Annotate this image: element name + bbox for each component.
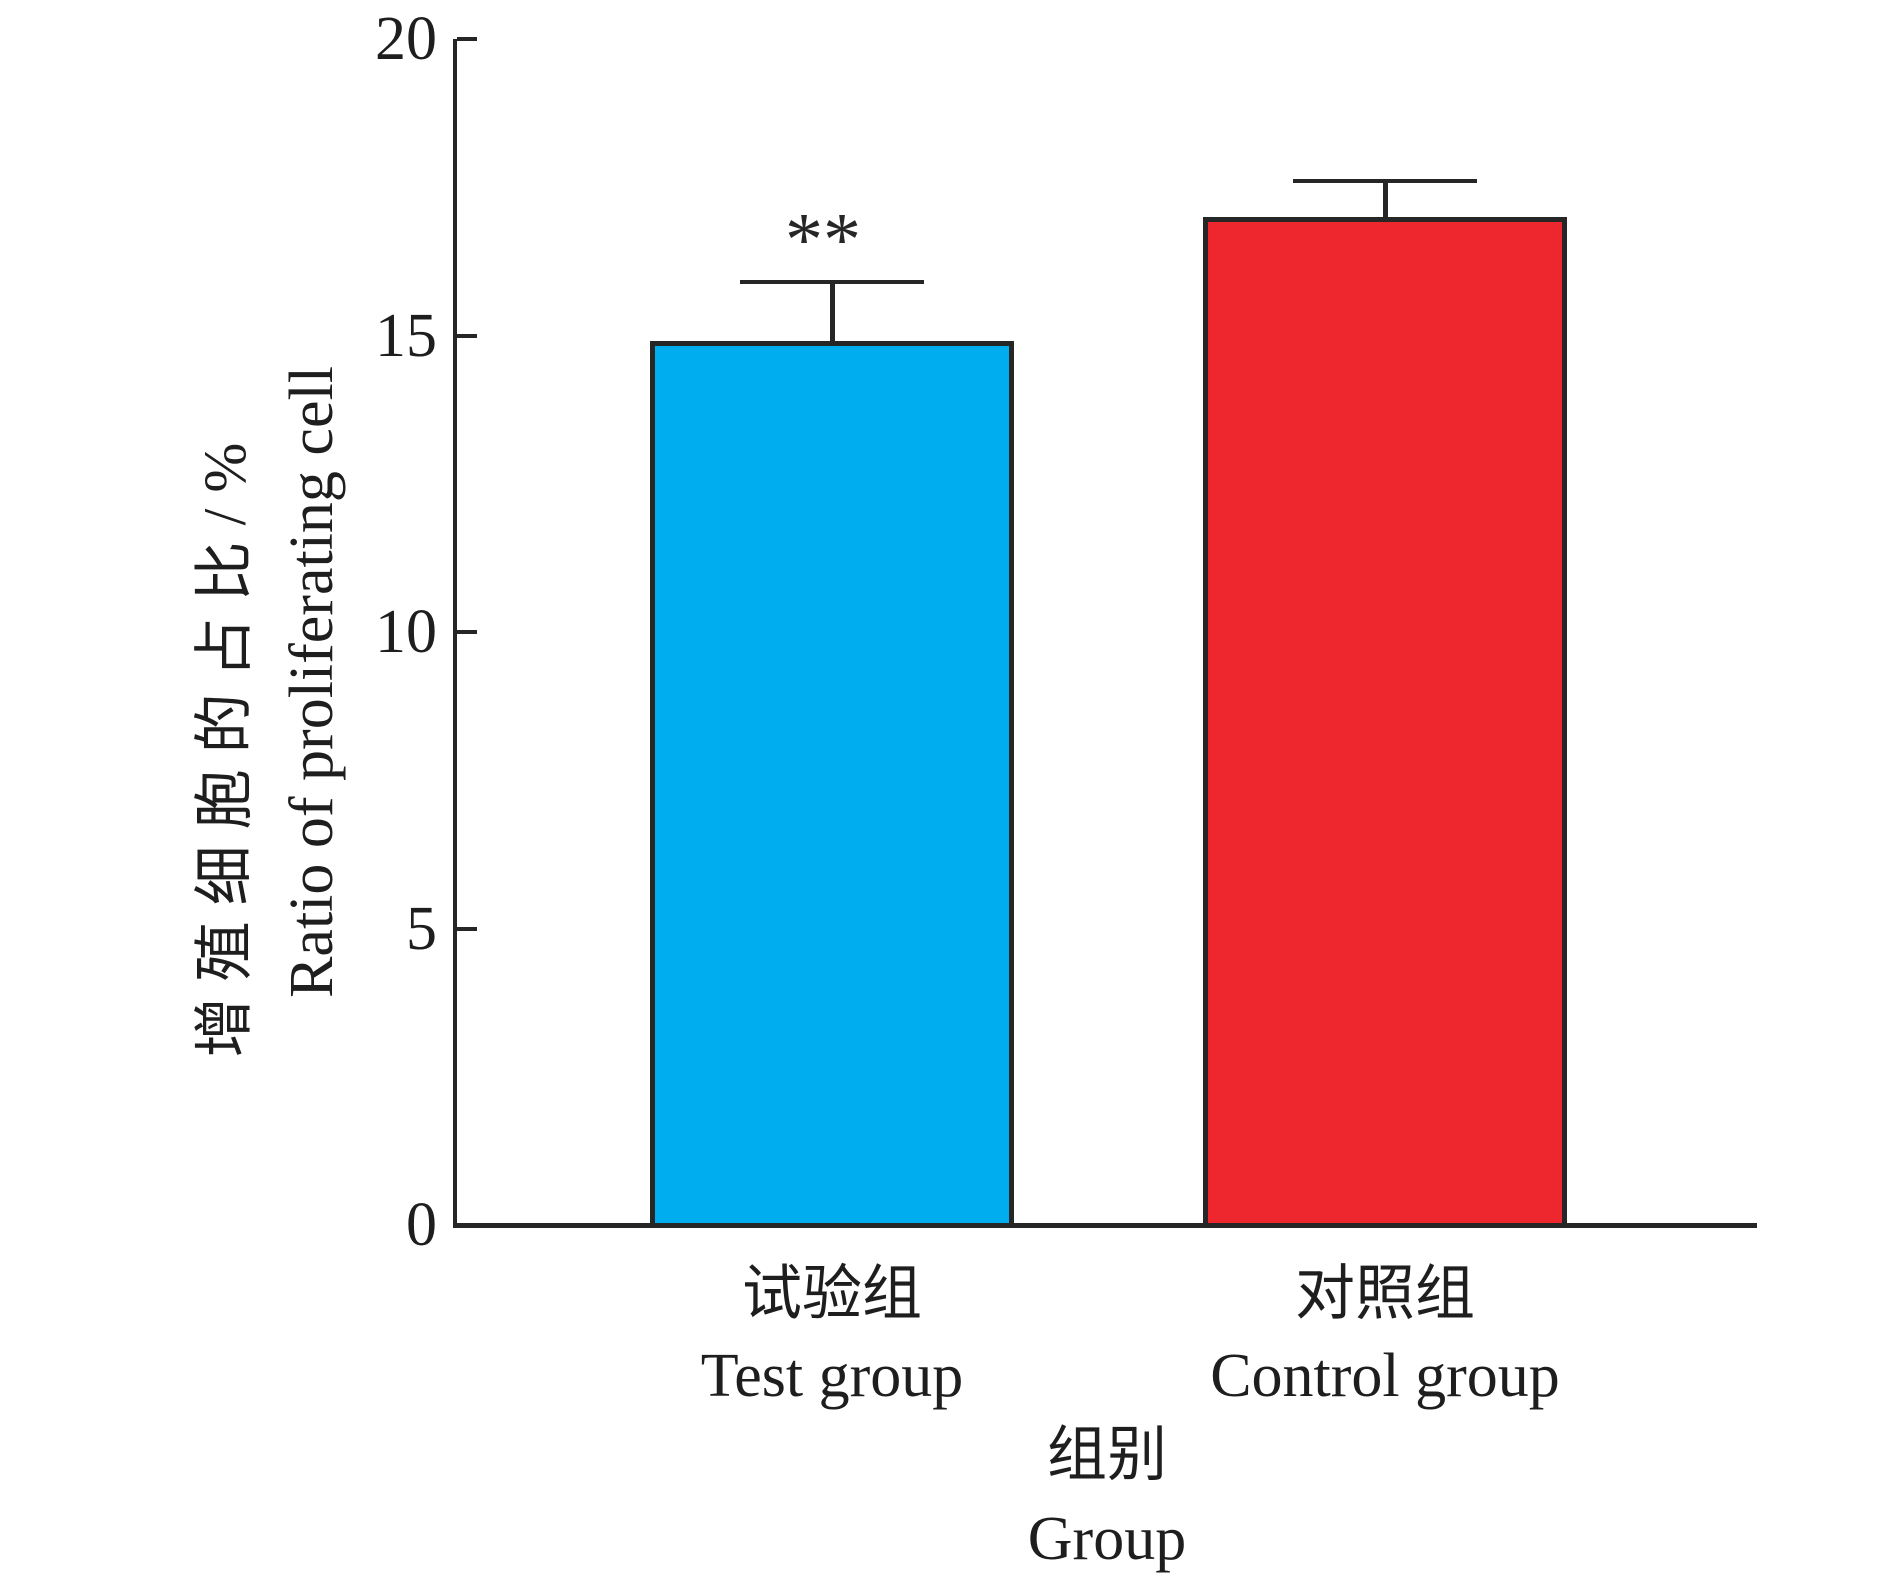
x-axis-title: 组别 Group (787, 1412, 1427, 1580)
error-bar-stem-control (1383, 181, 1388, 217)
y-axis-label-zh: 增殖细胞的占比/% (192, 426, 258, 1058)
category-label-control: 对照组 Control group (1065, 1252, 1705, 1416)
y-axis-line (453, 39, 457, 1228)
y-tick-label: 10 (375, 598, 437, 666)
y-tick-mark (457, 37, 477, 41)
y-tick-label: 5 (406, 894, 437, 963)
x-axis-line (453, 1223, 1757, 1228)
bar-test-group (650, 341, 1014, 1228)
y-axis-label-en: Ratio of proliferating cell (278, 366, 346, 998)
x-axis-title-en: Group (1027, 1505, 1187, 1573)
y-tick-mark (457, 333, 477, 338)
y-tick-label: 20 (375, 5, 437, 73)
bar-control-group (1203, 216, 1567, 1228)
category-label-control-zh: 对照组 (1295, 1261, 1475, 1327)
y-tick-label: 15 (375, 301, 437, 370)
error-bar-stem-test (830, 282, 835, 342)
category-label-test-en: Test group (700, 1342, 964, 1410)
category-label-test: 试验组 Test group (512, 1252, 1152, 1416)
y-tick-mark (457, 926, 477, 931)
category-label-control-en: Control group (1210, 1342, 1560, 1410)
y-tick-mark (457, 630, 477, 634)
category-label-test-zh: 试验组 (742, 1261, 922, 1327)
x-axis-title-zh: 组别 (1047, 1422, 1167, 1488)
significance-marker: ** (785, 198, 861, 283)
y-tick-label: 0 (406, 1191, 437, 1259)
